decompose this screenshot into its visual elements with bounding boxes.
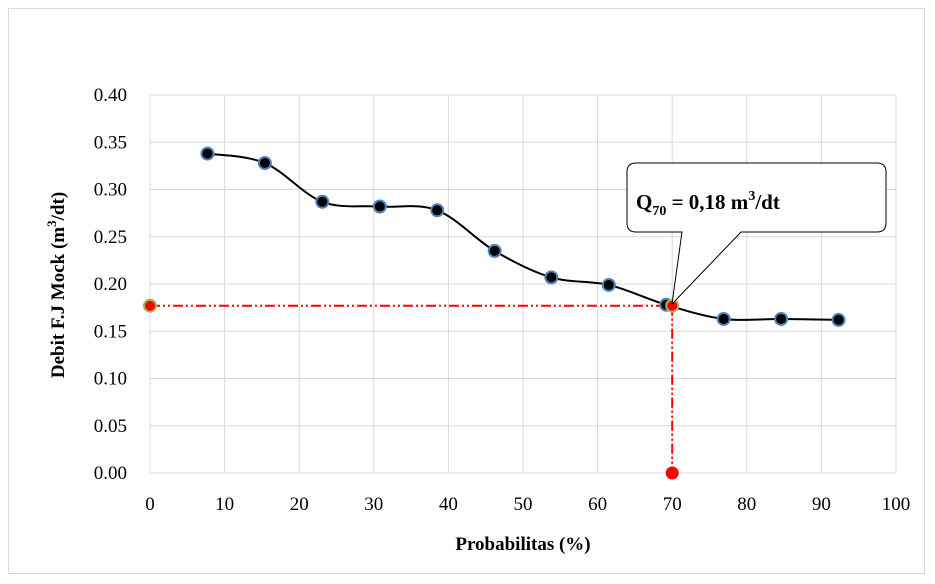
data-point-4 [430,203,445,218]
callout-box [626,162,887,306]
reference-point-0 [143,298,157,313]
reference-points [143,298,680,480]
data-point-6 [544,270,559,285]
y-tick-label-1: 0.05 [94,416,127,437]
x-tick-label-3: 30 [364,494,383,515]
y-tick-label-3: 0.15 [94,321,127,342]
x-axis-title: Probabilitas (%) [455,534,590,555]
reference-point-axis [665,466,679,480]
x-tick-label-9: 90 [812,494,831,515]
x-tick-labels: 0 10 20 30 40 50 60 70 80 90 100 [145,494,910,515]
data-point-7 [601,277,616,292]
chart-frame [8,8,925,574]
reference-lines [150,304,674,473]
y-tick-label-8: 0.40 [94,85,127,106]
callout-unit: /dt [754,190,780,214]
x-tick-label-8: 80 [737,494,756,515]
data-point-10 [774,311,789,326]
y-tick-label-7: 0.35 [94,132,127,153]
x-tick-label-6: 60 [588,494,607,515]
callout-subscript: 70 [652,204,666,219]
callout-value: = 0,18 m [666,190,748,214]
data-point-9 [716,311,731,326]
y-axis-title: Debit F.J Mock (m3/dt) [44,192,69,378]
data-point-5 [487,243,502,258]
y-axis-title-superscript: 3 [44,220,59,227]
callout-superscript: 3 [748,189,755,204]
data-point-1 [257,156,272,171]
y-tick-label-0: 0.00 [94,463,127,484]
data-point-11 [831,312,846,327]
y-axis-title-main: Debit F.J Mock (m [48,227,69,378]
x-tick-label-5: 50 [514,494,533,515]
x-tick-label-10: 100 [882,494,911,515]
callout-text: Q70 = 0,18 m3/dt [636,189,780,219]
callout-q: Q [636,190,652,214]
y-tick-label-5: 0.25 [94,227,127,248]
x-tick-label-4: 40 [439,494,458,515]
y-tick-label-4: 0.20 [94,274,127,295]
grid [149,94,897,474]
x-tick-label-2: 20 [290,494,309,515]
y-tick-label-2: 0.10 [94,369,127,390]
x-tick-label-0: 0 [145,494,155,515]
x-tick-label-1: 10 [215,494,234,515]
x-tick-label-7: 70 [663,494,682,515]
data-point-2 [315,194,330,209]
data-point-3 [372,199,387,214]
data-point-0 [200,146,215,161]
y-tick-labels: 0.00 0.05 0.10 0.15 0.20 0.25 0.30 0.35 0.40 [94,85,127,484]
annotation-callout: Q70 = 0,18 m3/dt [626,162,887,306]
y-axis-title-unit: /dt) [48,192,69,222]
data-points [200,146,846,327]
y-tick-label-6: 0.30 [94,180,127,201]
